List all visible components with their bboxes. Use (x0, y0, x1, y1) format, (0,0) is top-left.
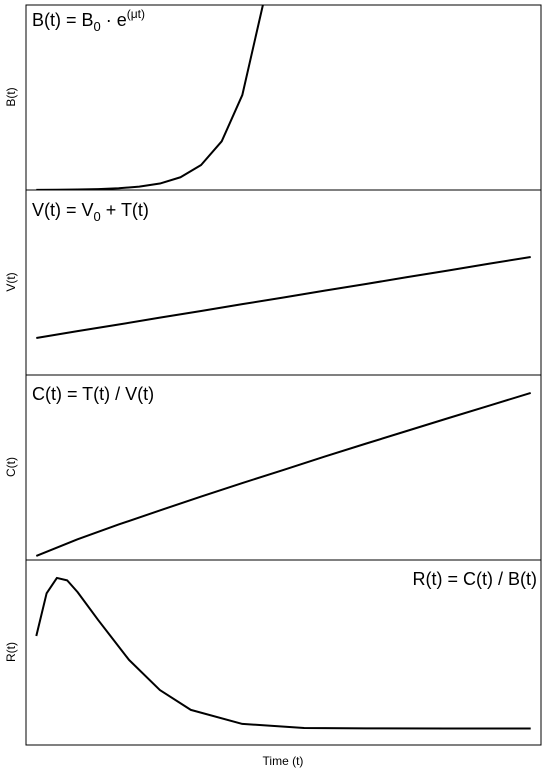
x-axis-label: Time (t) (263, 754, 304, 768)
panel-title: R(t) = C(t) / B(t) (413, 569, 538, 589)
data-line (35, 391, 531, 557)
panel-frame (25, 4, 542, 191)
panel-frame (25, 559, 542, 746)
y-axis-label: R(t) (4, 642, 18, 662)
data-line (36, 255, 531, 339)
y-axis-label: V(t) (4, 272, 18, 291)
data-line (35, 576, 531, 730)
panel-title: C(t) = T(t) / V(t) (32, 384, 154, 404)
panel-title: V(t) = V0 + T(t) (32, 200, 149, 224)
panel-title: B(t) = B0 · e(μt) (32, 7, 145, 34)
y-axis-label: B(t) (4, 87, 18, 106)
y-axis-label: C(t) (4, 457, 18, 477)
